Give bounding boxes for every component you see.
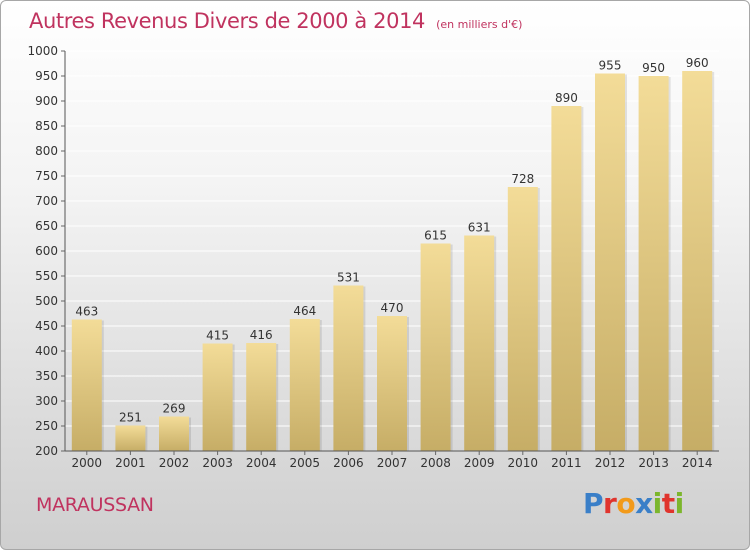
data-label-2013: 950 [642, 61, 665, 75]
bar-2009 [464, 235, 495, 451]
x-tick-label: 2007 [377, 456, 408, 470]
x-tick-label: 2000 [72, 456, 103, 470]
data-label-2012: 955 [599, 59, 622, 73]
y-tick-label: 250 [35, 419, 58, 433]
x-tick-label: 2008 [420, 456, 451, 470]
bar-2011 [551, 106, 582, 451]
x-tick-label: 2003 [202, 456, 233, 470]
y-tick-label: 350 [35, 369, 58, 383]
y-tick-label: 550 [35, 269, 58, 283]
commune-name: MARAUSSAN [36, 494, 154, 516]
data-label-2004: 416 [250, 328, 273, 342]
x-tick-label: 2009 [464, 456, 495, 470]
bar-2004 [246, 343, 277, 451]
logo-letter: r [603, 487, 617, 520]
y-tick-label: 700 [35, 194, 58, 208]
logo-letter: t [661, 487, 675, 520]
data-label-2006: 531 [337, 271, 360, 285]
y-tick-label: 450 [35, 319, 58, 333]
y-tick-label: 750 [35, 169, 58, 183]
logo-letter: P [583, 487, 604, 520]
x-tick-label: 2006 [333, 456, 364, 470]
x-tick-label: 2004 [246, 456, 277, 470]
data-label-2010: 728 [511, 172, 534, 186]
y-tick-label: 200 [35, 444, 58, 458]
chart-subtitle: (en milliers d'€) [436, 18, 523, 31]
bar-2010 [507, 187, 538, 451]
data-label-2003: 415 [206, 329, 229, 343]
data-label-2005: 464 [293, 304, 316, 318]
bar-2003 [202, 343, 233, 451]
x-tick-label: 2005 [290, 456, 321, 470]
data-label-2002: 269 [163, 402, 186, 416]
chart-title: Autres Revenus Divers de 2000 à 2014 [29, 9, 426, 33]
y-tick-label: 650 [35, 219, 58, 233]
y-tick-label: 1000 [27, 44, 58, 58]
logo-letter: x [635, 487, 653, 520]
logo-letter: i [652, 487, 663, 520]
y-tick-label: 600 [35, 244, 58, 258]
logo-letter: o [616, 487, 636, 520]
x-tick-label: 2014 [682, 456, 713, 470]
data-label-2007: 470 [381, 301, 404, 315]
bar-2008 [420, 243, 451, 451]
y-tick-label: 800 [35, 144, 58, 158]
bar-2000 [71, 319, 102, 451]
data-label-2000: 463 [75, 305, 98, 319]
bar-2007 [377, 316, 407, 451]
bar-2001 [115, 425, 146, 451]
y-tick-label: 850 [35, 119, 58, 133]
y-tick-label: 900 [35, 94, 58, 108]
bar-2002 [159, 416, 189, 451]
logo-letter: i [674, 487, 685, 520]
y-tick-label: 500 [35, 294, 58, 308]
x-tick-label: 2011 [551, 456, 582, 470]
bars: 463 251 269 415 416 464 531 470 615 631 728 890 955 9… [71, 56, 715, 451]
bar-2013 [638, 76, 669, 451]
x-tick-label: 2010 [508, 456, 539, 470]
bar-2012 [595, 73, 625, 451]
data-label-2014: 960 [686, 56, 709, 70]
x-tick-label: 2001 [115, 456, 146, 470]
y-tick-label: 300 [35, 394, 58, 408]
x-tick-label: 2013 [638, 456, 669, 470]
x-tick-label: 2002 [159, 456, 190, 470]
data-label-2008: 615 [424, 229, 447, 243]
chart-header: Autres Revenus Divers de 2000 à 2014 (en… [29, 9, 522, 33]
bar-2005 [289, 319, 320, 451]
data-label-2009: 631 [468, 221, 491, 235]
axes: 200 250 300 350 400 450 500 550 600 650 700 750 800 8… [27, 44, 719, 470]
x-tick-label: 2012 [595, 456, 626, 470]
bar-2006 [333, 285, 364, 451]
data-label-2011: 890 [555, 91, 578, 105]
bar-2014 [682, 71, 713, 451]
y-tick-label: 950 [35, 69, 58, 83]
y-tick-label: 400 [35, 344, 58, 358]
data-label-2001: 251 [119, 411, 142, 425]
proxiti-logo: Proxiti [583, 487, 684, 520]
